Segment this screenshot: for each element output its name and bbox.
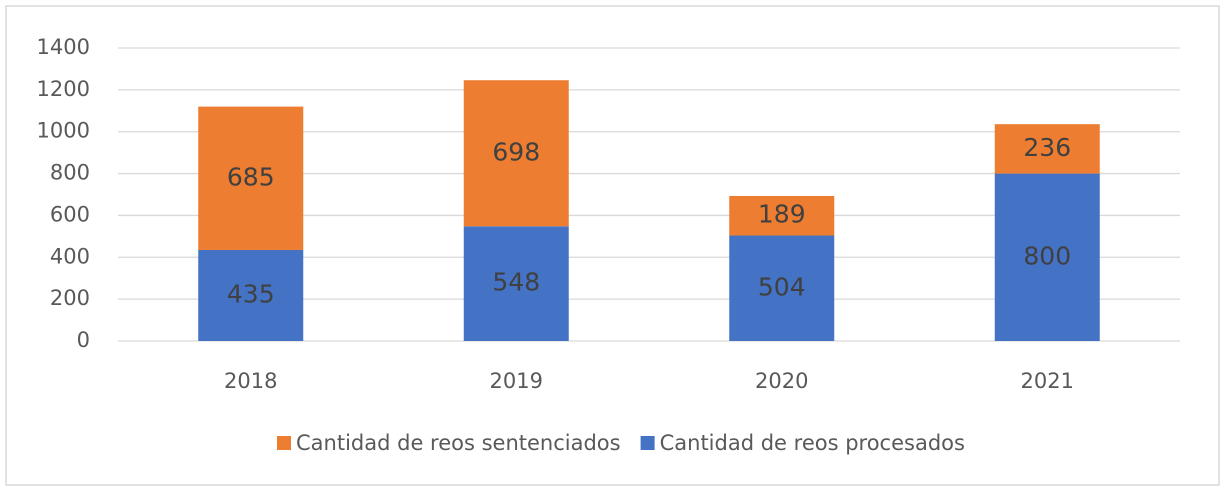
bar-segment <box>463 80 569 227</box>
data-label: 435 <box>227 279 275 308</box>
bar-segment <box>729 195 835 236</box>
y-tick-label: 800 <box>50 161 90 185</box>
x-tick-label: 2018 <box>224 369 277 393</box>
data-label: 548 <box>492 268 540 297</box>
bar-segment <box>729 235 835 341</box>
y-tick-label: 600 <box>50 202 90 226</box>
y-tick-label: 200 <box>50 286 90 310</box>
bar-segment <box>198 106 304 250</box>
y-tick-label: 0 <box>77 328 90 352</box>
bar-segment <box>198 249 304 341</box>
data-label: 189 <box>758 200 806 229</box>
data-label: 800 <box>1023 241 1071 270</box>
bar-segment <box>994 173 1100 341</box>
x-tick-label: 2019 <box>490 369 543 393</box>
bar-segment <box>463 226 569 341</box>
y-tick-label: 1400 <box>37 35 90 59</box>
y-tick-label: 400 <box>50 244 90 268</box>
legend-label: Cantidad de reos sentenciados <box>296 431 621 455</box>
legend-swatch <box>640 436 655 450</box>
x-tick-label: 2020 <box>755 369 808 393</box>
data-label: 236 <box>1023 133 1071 162</box>
data-label: 504 <box>758 272 806 301</box>
y-tick-label: 1000 <box>37 119 90 143</box>
data-label: 698 <box>492 137 540 166</box>
legend-swatch <box>277 436 291 450</box>
data-label: 685 <box>227 162 275 191</box>
x-tick-label: 2021 <box>1021 369 1074 393</box>
y-tick-label: 1200 <box>37 77 90 101</box>
bar-segment <box>994 124 1100 174</box>
legend-label: Cantidad de reos procesados <box>660 431 965 455</box>
